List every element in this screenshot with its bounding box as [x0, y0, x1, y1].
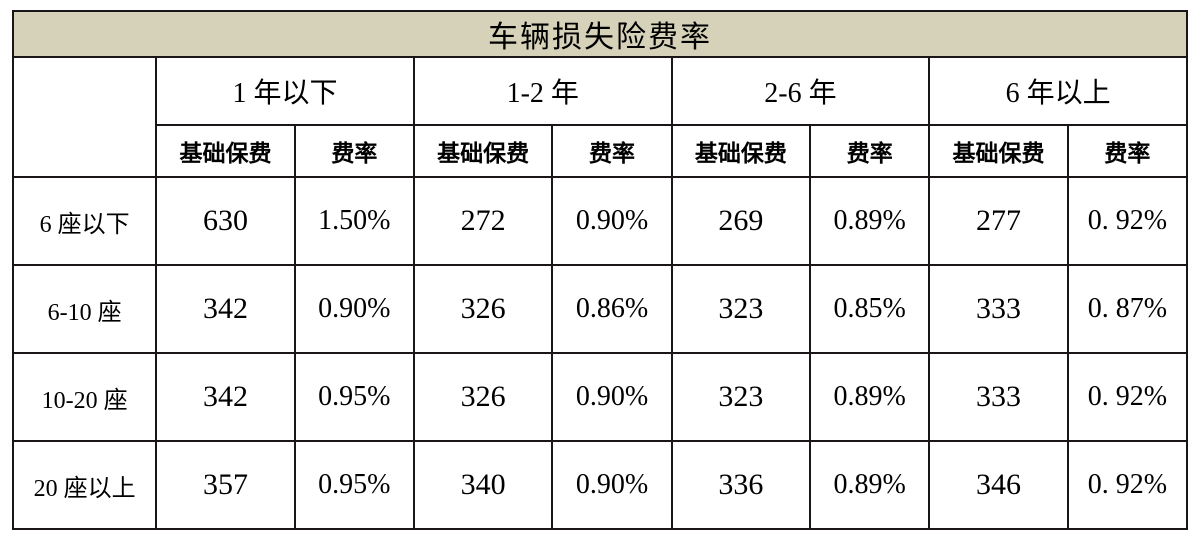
row-label-2: 10-20 座: [13, 353, 156, 441]
cell-base: 269: [672, 177, 811, 265]
table-container: 车辆损失险费率 1 年以下 1-2 年 2-6 年 6 年以上 基础保费 费率 …: [0, 0, 1200, 542]
cell-base: 326: [414, 353, 553, 441]
cell-base: 346: [929, 441, 1068, 529]
cell-base: 333: [929, 265, 1068, 353]
age-group-header-row: 1 年以下 1-2 年 2-6 年 6 年以上: [13, 57, 1187, 125]
cell-rate: 0. 92%: [1068, 441, 1187, 529]
cell-rate: 0.89%: [810, 441, 929, 529]
cell-rate: 0.89%: [810, 353, 929, 441]
cell-base: 630: [156, 177, 295, 265]
subheader-rate-1: 费率: [552, 125, 671, 177]
insurance-rate-table: 车辆损失险费率 1 年以下 1-2 年 2-6 年 6 年以上 基础保费 费率 …: [12, 10, 1188, 530]
row-header-blank: [13, 57, 156, 177]
cell-base: 357: [156, 441, 295, 529]
cell-rate: 0.90%: [552, 441, 671, 529]
cell-base: 277: [929, 177, 1068, 265]
table-row: 10-20 座 342 0.95% 326 0.90% 323 0.89% 33…: [13, 353, 1187, 441]
cell-base: 326: [414, 265, 553, 353]
age-group-2: 2-6 年: [672, 57, 930, 125]
cell-rate: 0. 92%: [1068, 177, 1187, 265]
table-title: 车辆损失险费率: [13, 11, 1187, 57]
subheader-base-0: 基础保费: [156, 125, 295, 177]
cell-rate: 0.85%: [810, 265, 929, 353]
cell-base: 333: [929, 353, 1068, 441]
cell-rate: 0.90%: [552, 177, 671, 265]
cell-base: 323: [672, 353, 811, 441]
cell-rate: 0.90%: [295, 265, 414, 353]
row-label-1: 6-10 座: [13, 265, 156, 353]
cell-rate: 0. 87%: [1068, 265, 1187, 353]
table-row: 20 座以上 357 0.95% 340 0.90% 336 0.89% 346…: [13, 441, 1187, 529]
table-title-row: 车辆损失险费率: [13, 11, 1187, 57]
cell-rate: 0. 92%: [1068, 353, 1187, 441]
cell-rate: 0.86%: [552, 265, 671, 353]
subheader-base-1: 基础保费: [414, 125, 553, 177]
age-group-0: 1 年以下: [156, 57, 414, 125]
age-group-1: 1-2 年: [414, 57, 672, 125]
cell-rate: 0.95%: [295, 353, 414, 441]
cell-rate: 1.50%: [295, 177, 414, 265]
subheader-base-3: 基础保费: [929, 125, 1068, 177]
row-label-0: 6 座以下: [13, 177, 156, 265]
cell-base: 336: [672, 441, 811, 529]
cell-rate: 0.95%: [295, 441, 414, 529]
subheader-rate-2: 费率: [810, 125, 929, 177]
cell-rate: 0.89%: [810, 177, 929, 265]
cell-base: 342: [156, 353, 295, 441]
cell-base: 323: [672, 265, 811, 353]
subheader-base-2: 基础保费: [672, 125, 811, 177]
table-row: 6 座以下 630 1.50% 272 0.90% 269 0.89% 277 …: [13, 177, 1187, 265]
cell-base: 342: [156, 265, 295, 353]
cell-base: 272: [414, 177, 553, 265]
subheader-rate-3: 费率: [1068, 125, 1187, 177]
subheader-rate-0: 费率: [295, 125, 414, 177]
row-label-3: 20 座以上: [13, 441, 156, 529]
age-group-3: 6 年以上: [929, 57, 1187, 125]
table-row: 6-10 座 342 0.90% 326 0.86% 323 0.85% 333…: [13, 265, 1187, 353]
cell-rate: 0.90%: [552, 353, 671, 441]
sub-header-row: 基础保费 费率 基础保费 费率 基础保费 费率 基础保费 费率: [13, 125, 1187, 177]
cell-base: 340: [414, 441, 553, 529]
